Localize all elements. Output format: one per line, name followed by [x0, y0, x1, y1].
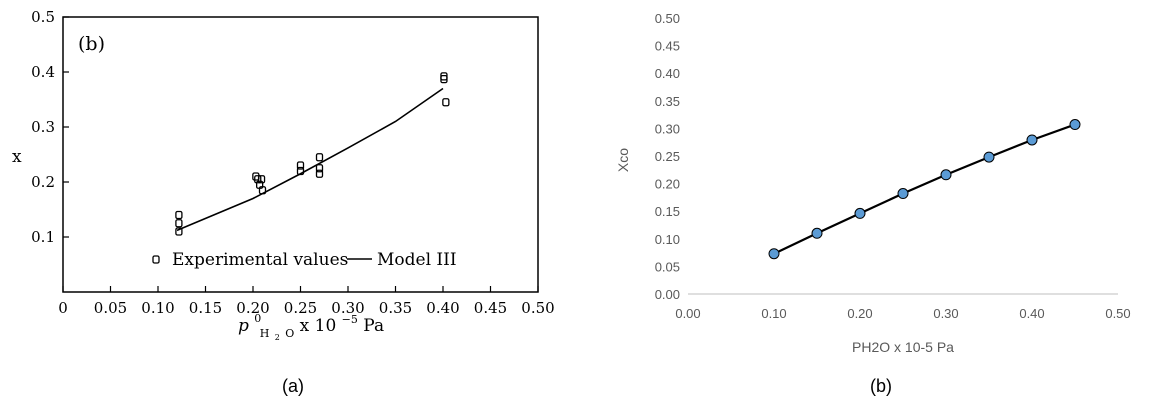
chart-b-y-tick-label: 0.40: [655, 66, 680, 81]
chart-a-experimental-point: [296, 161, 305, 170]
chart-b-data-point: [811, 227, 823, 239]
chart-a-x-axis-label-p: p: [238, 316, 249, 336]
chart-a-experimental-point: [254, 175, 262, 184]
chart-a-y-axis-label: x: [12, 147, 22, 167]
chart-a-x-tick-label: 0.15: [189, 299, 222, 317]
chart-b: 0.00 0.10 0.20 0.30 0.40 0.50 0.00 0.05 0.10 0.1…: [615, 11, 1131, 396]
chart-a-x-axis-label-times: x 10: [300, 316, 337, 336]
chart-b-y-tick-label: 0.15: [655, 204, 680, 219]
chart-a-x-axis-label-sub-o: O: [285, 327, 294, 340]
chart-a-caption: (a): [282, 376, 304, 396]
chart-a-x-tick-label: 0: [58, 299, 68, 317]
chart-a-experimental-point: [315, 164, 324, 173]
chart-a-y-tick-label: 0.5: [31, 8, 55, 26]
chart-a-x-tick-label: 0.40: [426, 299, 459, 317]
chart-a-x-axis-label-sup: 0: [254, 312, 261, 325]
chart-a-experimental-point: [175, 227, 183, 236]
chart-a-experimental-point: [440, 75, 448, 84]
chart-b-y-tick-label: 0.05: [655, 259, 680, 274]
chart-b-y-ticks: 0.00 0.05 0.10 0.15 0.20 0.25 0.30 0.35 0.40 0.45…: [655, 11, 680, 302]
chart-b-points: [768, 119, 1081, 260]
chart-b-x-tick-label: 0.20: [847, 306, 872, 321]
chart-a-points: [175, 72, 450, 236]
chart-b-y-tick-label: 0.10: [655, 232, 680, 247]
chart-b-data-point: [897, 188, 909, 200]
chart-b-data-point: [1069, 119, 1081, 131]
chart-a-x-axis-label: p 0 H 2 O x 10 −5 Pa: [238, 307, 384, 345]
chart-b-x-tick-label: 0.30: [933, 306, 958, 321]
chart-a-experimental-point: [175, 219, 183, 228]
chart-a-experimental-point: [296, 166, 305, 176]
chart-a-experimental-point: [442, 98, 450, 107]
chart-b-x-tick-label: 0.40: [1019, 306, 1044, 321]
chart-a-experimental-point: [315, 153, 324, 162]
chart-a-experimental-point: [315, 169, 324, 178]
chart-b-data-point: [854, 207, 866, 219]
chart-b-y-axis-label: Xco: [615, 148, 631, 172]
chart-a-legend-line-label: Model III: [377, 250, 457, 270]
chart-a-experimental-point: [258, 186, 267, 195]
chart-b-x-ticks: 0.00 0.10 0.20 0.30 0.40 0.50: [675, 306, 1130, 321]
chart-b-data-point: [940, 169, 952, 181]
chart-b-data-point: [768, 248, 780, 260]
chart-a-legend: Experimental values Model III: [152, 250, 457, 270]
chart-a-x-tick-label: 0.20: [236, 299, 269, 317]
chart-a: 0 0.05 0.10 0.15 0.20 0.25 0.30 0.35 0.40 0.45 0.5…: [12, 8, 555, 396]
chart-b-x-axis-label: PH2O x 10-5 Pa: [852, 339, 954, 355]
chart-a-model-iii-line: [176, 87, 444, 232]
chart-a-experimental-point: [175, 210, 183, 220]
chart-b-y-tick-label: 0.35: [655, 94, 680, 109]
chart-a-y-tick-label: 0.3: [31, 118, 55, 136]
chart-a-x-tick-label: 0.45: [474, 299, 507, 317]
chart-a-y-tick-label: 0.2: [31, 173, 55, 191]
chart-a-x-axis-label-sub-2: 2: [275, 333, 280, 342]
chart-a-x-axis-label-sub-h: H: [260, 327, 270, 340]
chart-b-x-tick-label: 0.10: [761, 306, 786, 321]
chart-a-y-ticks: 0.1 0.2 0.3 0.4 0.5: [31, 8, 69, 246]
chart-a-x-axis-label-exp: −5: [342, 313, 358, 326]
chart-a-x-tick-label: 0.30: [331, 299, 364, 317]
chart-a-x-axis-label-unit: Pa: [363, 316, 384, 336]
chart-b-series-line: [773, 123, 1076, 255]
chart-b-x-tick-label: 0.50: [1105, 306, 1130, 321]
chart-a-x-ticks: 0 0.05 0.10 0.15 0.20 0.25 0.30 0.35 0.40 0.45 0.5…: [58, 286, 555, 317]
chart-b-x-tick-label: 0.00: [675, 306, 700, 321]
chart-b-y-tick-label: 0.20: [655, 177, 680, 192]
chart-a-x-tick-label: 0.10: [141, 299, 174, 317]
chart-b-y-tick-label: 0.00: [655, 287, 680, 302]
chart-a-x-tick-label: 0.35: [379, 299, 412, 317]
chart-a-y-tick-label: 0.1: [31, 228, 55, 246]
chart-b-y-tick-label: 0.45: [655, 39, 680, 54]
chart-a-x-tick-label: 0.25: [284, 299, 317, 317]
chart-a-legend-marker: [152, 255, 160, 264]
chart-b-data-point: [1026, 134, 1038, 146]
chart-a-x-tick-label: 0.50: [521, 299, 554, 317]
chart-a-x-tick-label: 0.05: [94, 299, 127, 317]
chart-b-data-point: [983, 151, 995, 163]
chart-b-y-tick-label: 0.25: [655, 149, 680, 164]
chart-b-y-tick-label: 0.50: [655, 11, 680, 26]
chart-b-line: [773, 123, 1076, 255]
chart-a-panel-tag: (b): [78, 33, 105, 55]
chart-b-caption: (b): [870, 376, 892, 396]
chart-b-y-tick-label: 0.30: [655, 121, 680, 136]
chart-a-y-tick-label: 0.4: [31, 63, 55, 81]
chart-a-experimental-point: [257, 175, 266, 184]
chart-a-model-line: [176, 87, 444, 232]
chart-a-legend-marker-label: Experimental values: [172, 250, 348, 270]
